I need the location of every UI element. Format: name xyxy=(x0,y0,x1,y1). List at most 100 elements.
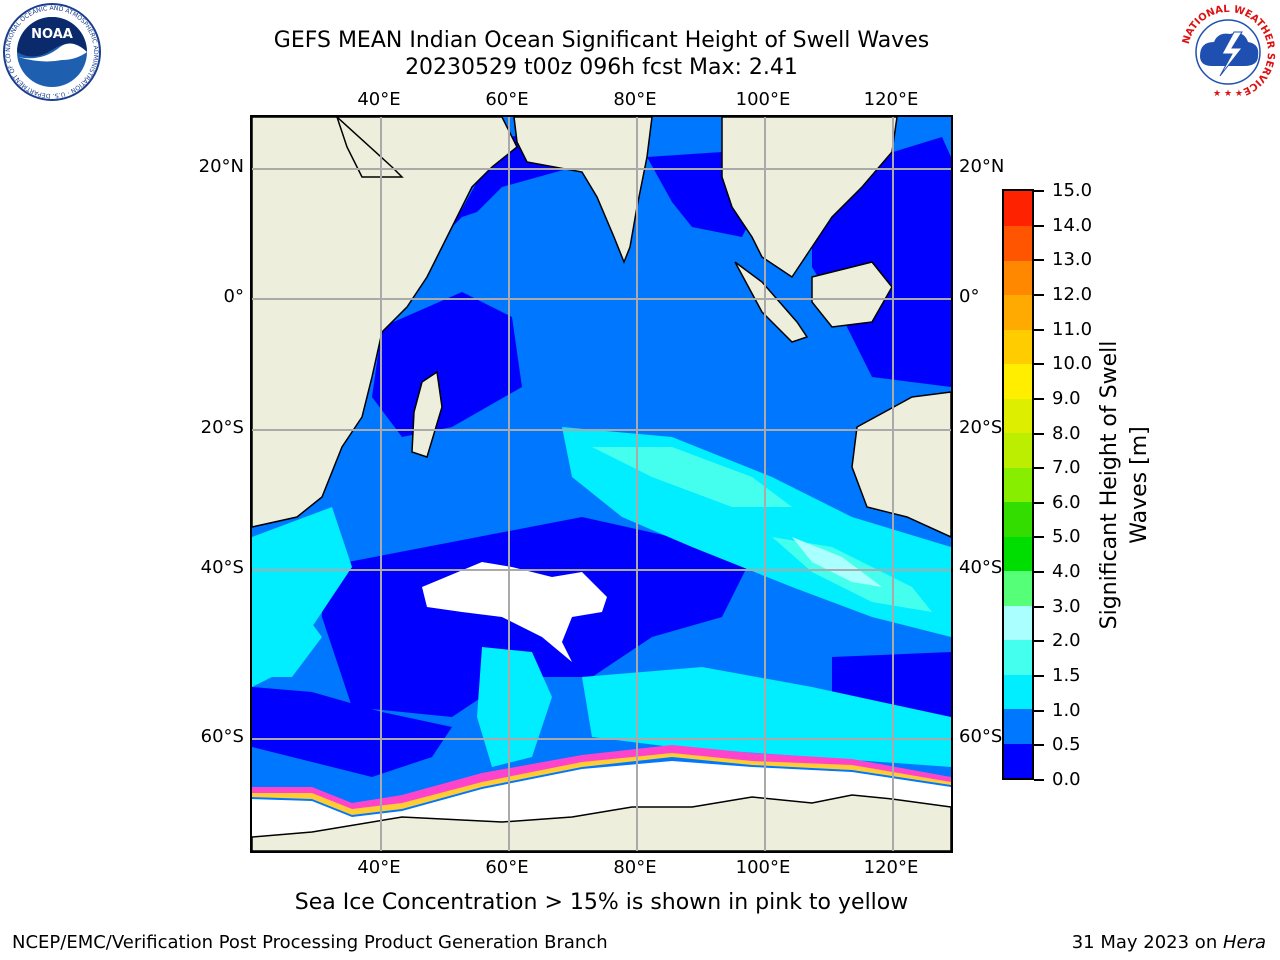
colorbar-tick xyxy=(1034,536,1044,539)
ocean-light-west-coast xyxy=(252,597,322,677)
colorbar-segment xyxy=(1004,363,1032,399)
colorbar-tick-label: 0.5 xyxy=(1052,734,1081,756)
footer-date-text: 31 May 2023 on xyxy=(1071,932,1223,953)
nws-logo: NATIONAL WEATHER SERVICE ★ ★ ★ xyxy=(1180,4,1276,100)
lon-label-top-40e: 40°E xyxy=(357,89,401,110)
lat-label-left-40s: 40°S xyxy=(200,557,244,578)
lat-label-left-20n: 20°N xyxy=(198,156,244,177)
colorbar-segment xyxy=(1004,225,1032,261)
land-antarctica xyxy=(252,794,951,851)
colorbar-tick-label: 9.0 xyxy=(1052,387,1081,409)
colorbar-segment xyxy=(1004,536,1032,572)
colorbar-tick xyxy=(1034,293,1044,296)
land-madagascar xyxy=(411,370,443,458)
chart-title: GEFS MEAN Indian Ocean Significant Heigh… xyxy=(273,28,930,53)
colorbar-tick xyxy=(1034,675,1044,678)
colorbar-tick-label: 0.0 xyxy=(1052,769,1081,790)
ocean-light-south-band xyxy=(477,647,552,767)
colorbar-tick-label: 1.0 xyxy=(1052,699,1081,721)
colorbar-tick xyxy=(1034,432,1044,435)
colorbar-segment xyxy=(1004,432,1032,468)
land-borneo xyxy=(811,261,893,328)
colorbar-segment xyxy=(1004,294,1032,330)
lon-label-bottom-40e: 40°E xyxy=(357,857,401,878)
colorbar-tick-label: 11.0 xyxy=(1052,318,1093,340)
lat-label-right-40s: 40°S xyxy=(959,557,1003,578)
colorbar xyxy=(1002,189,1034,780)
land-sumatra xyxy=(734,261,809,343)
colorbar-tick xyxy=(1034,501,1044,504)
footer-credit: NCEP/EMC/Verification Post Processing Pr… xyxy=(12,932,608,953)
lat-label-left-60s: 60°S xyxy=(200,726,244,747)
colorbar-tick xyxy=(1034,605,1044,608)
colorbar-tick-label: 14.0 xyxy=(1052,214,1093,236)
chart-subtitle: 20230529 t00z 096h fcst Max: 2.41 xyxy=(405,55,798,80)
colorbar-segment xyxy=(1004,398,1032,434)
ocean-light-southern-band xyxy=(582,667,951,767)
colorbar-segment xyxy=(1004,708,1032,744)
colorbar-tick-label: 13.0 xyxy=(1052,249,1093,271)
colorbar-tick-label: 7.0 xyxy=(1052,457,1081,479)
colorbar-segment xyxy=(1004,191,1032,227)
lon-label-bottom-100e: 100°E xyxy=(735,857,791,878)
colorbar-tick-label: 3.0 xyxy=(1052,595,1081,617)
lon-label-top-60e: 60°E xyxy=(485,89,529,110)
ocean-lighter-central-streak xyxy=(592,447,792,507)
footer-date: 31 May 2023 on Hera xyxy=(1072,932,1266,953)
land-australia xyxy=(851,391,951,538)
lat-label-right-20s: 20°S xyxy=(959,417,1003,438)
colorbar-segment xyxy=(1004,467,1032,503)
colorbar-tick-label: 2.0 xyxy=(1052,630,1081,652)
colorbar-segment xyxy=(1004,260,1032,296)
masked-area-kerguelen xyxy=(422,562,607,662)
lon-label-bottom-60e: 60°E xyxy=(485,857,529,878)
lat-label-left-0: 0° xyxy=(223,286,244,307)
colorbar-tick-label: 1.5 xyxy=(1052,665,1081,687)
colorbar-tick-label: 10.0 xyxy=(1052,353,1093,375)
lat-label-right-60s: 60°S xyxy=(959,726,1003,747)
sea-ice-caption: Sea Ice Concentration > 15% is shown in … xyxy=(294,890,909,915)
colorbar-tick xyxy=(1034,190,1044,192)
colorbar-tick xyxy=(1034,640,1044,643)
lat-label-right-20n: 20°N xyxy=(959,156,1005,177)
colorbar-segment xyxy=(1004,501,1032,537)
colorbar-tick xyxy=(1034,328,1044,331)
colorbar-tick-label: 15.0 xyxy=(1052,180,1093,201)
map-canvas xyxy=(252,117,951,851)
noaa-logo: NATIONAL OCEANIC AND ATMOSPHERIC ADMINIS… xyxy=(2,2,101,101)
colorbar-title-line2: Waves [m] xyxy=(1127,426,1152,544)
colorbar-tick xyxy=(1034,363,1044,366)
colorbar-title-line1: Significant Height of Swell xyxy=(1097,340,1122,630)
lon-label-top-120e: 120°E xyxy=(863,89,919,110)
lon-label-bottom-120e: 120°E xyxy=(863,857,919,878)
noaa-logo-text: NOAA xyxy=(31,27,73,42)
sea-ice-edge-pink xyxy=(252,745,951,809)
colorbar-tick xyxy=(1034,779,1044,781)
lon-label-bottom-80e: 80°E xyxy=(613,857,657,878)
colorbar-tick xyxy=(1034,467,1044,470)
colorbar-title: Significant Height of Swell Waves [m] xyxy=(1095,185,1155,785)
lat-label-left-20s: 20°S xyxy=(200,417,244,438)
land-india xyxy=(513,117,653,265)
lon-label-top-100e: 100°E xyxy=(735,89,791,110)
colorbar-tick xyxy=(1034,744,1044,747)
colorbar-segment xyxy=(1004,639,1032,675)
ocean-palest-streak xyxy=(792,537,882,587)
colorbar-tick xyxy=(1034,571,1044,574)
swell-height-map xyxy=(250,115,953,853)
colorbar-segment xyxy=(1004,329,1032,365)
colorbar-segment xyxy=(1004,570,1032,606)
sea-ice-edge-yellow xyxy=(252,749,951,815)
colorbar-segment xyxy=(1004,605,1032,641)
colorbar-tick xyxy=(1034,397,1044,400)
colorbar-tick xyxy=(1034,224,1044,227)
colorbar-segment xyxy=(1004,743,1032,779)
ocean-deep-south-west xyxy=(252,687,452,777)
svg-text:★ ★ ★: ★ ★ ★ xyxy=(1213,89,1243,99)
lat-label-right-0: 0° xyxy=(959,286,980,307)
colorbar-tick xyxy=(1034,259,1044,262)
colorbar-tick-label: 12.0 xyxy=(1052,283,1093,305)
colorbar-tick xyxy=(1034,709,1044,712)
footer-host: Hera xyxy=(1222,932,1266,953)
lon-label-top-80e: 80°E xyxy=(613,89,657,110)
